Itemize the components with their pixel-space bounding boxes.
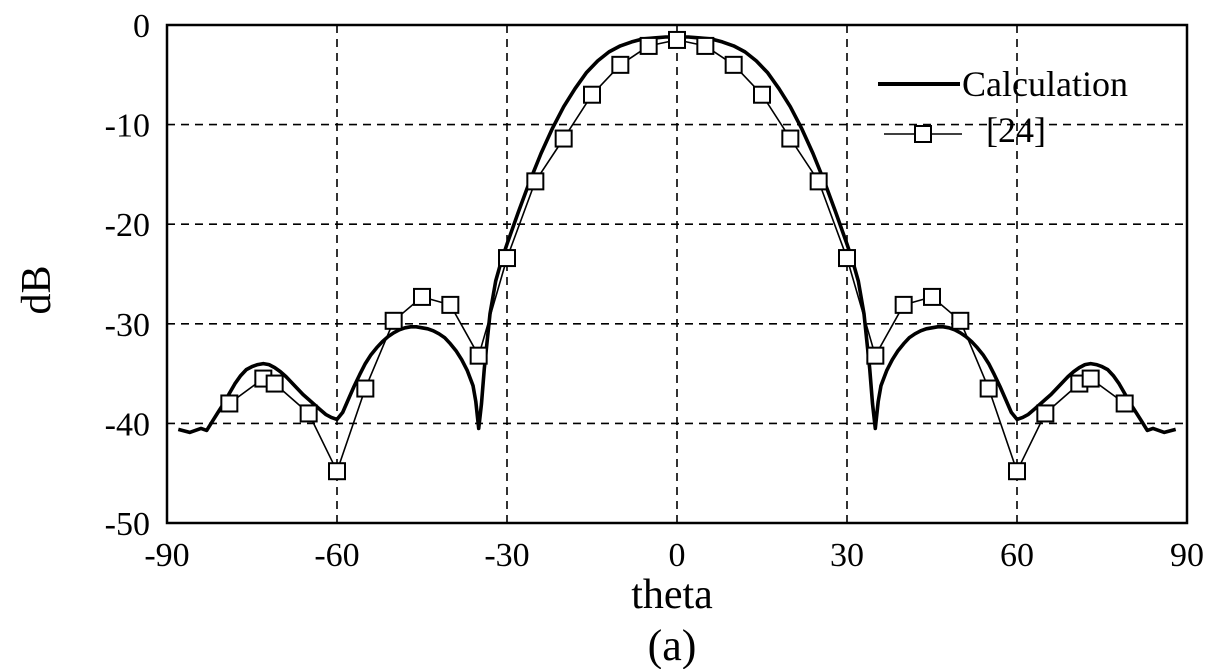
series-ref24-marker (441, 295, 460, 314)
legend-ref24-marker (914, 125, 932, 143)
series-ref24-marker (1081, 369, 1100, 388)
x-axis-label: theta (631, 572, 713, 618)
series-ref24-marker (554, 129, 573, 148)
series-ref24-marker (299, 404, 318, 423)
series-ref24-marker (894, 295, 913, 314)
y-tick-label: -40 (105, 406, 150, 443)
y-tick-label: -30 (105, 307, 150, 344)
series-ref24-marker (384, 311, 403, 330)
series-ref24-marker (526, 172, 545, 191)
series-ref24-marker (469, 346, 488, 365)
y-axis-label: dB (14, 265, 60, 314)
x-tick-label: 90 (1170, 537, 1204, 574)
x-tick-label: -90 (144, 537, 189, 574)
series-ref24-marker (753, 85, 771, 104)
y-tick-label: -10 (105, 108, 150, 145)
y-tick-label: 0 (133, 8, 150, 45)
series-ref24-marker (1115, 394, 1134, 413)
figure-caption: (a) (648, 621, 697, 669)
legend-ref24-label: [24] (986, 110, 1046, 150)
y-tick-label: -50 (105, 506, 150, 543)
x-tick-label: -60 (314, 537, 359, 574)
x-tick-label: 0 (669, 537, 686, 574)
x-tick-label: -30 (484, 537, 529, 574)
series-ref24-marker (809, 172, 828, 191)
series-ref24-marker (498, 249, 516, 268)
series-ref24-marker (979, 379, 998, 398)
series-ref24-marker (668, 30, 686, 49)
series-ref24-marker (413, 287, 431, 306)
series-ref24-marker (781, 129, 800, 148)
series-ref24-marker (639, 36, 658, 55)
x-tick-label: 60 (1000, 537, 1034, 574)
series-ref24-marker (951, 311, 970, 330)
series-ref24-marker (923, 287, 941, 306)
series-ref24-marker (866, 346, 885, 365)
series-layer (177, 30, 1177, 481)
series-ref24-marker (583, 85, 601, 104)
y-tick-label: -20 (105, 207, 150, 244)
series-ref24-marker (611, 55, 630, 74)
series-ref24-marker (1008, 462, 1026, 481)
legend-calculation-label: Calculation (962, 64, 1128, 104)
x-tick-label: 30 (830, 537, 864, 574)
grid-lines (167, 25, 1187, 523)
tick-labels: -90 -60 -30 0 30 60 90 0 -10 -20 -30 -40 -50 (105, 8, 1204, 574)
series-ref24-marker (328, 462, 346, 481)
series-ref24-marker (356, 379, 375, 398)
series-ref24-marker (1036, 404, 1055, 423)
series-ref24-marker (724, 55, 743, 74)
series-ref24-marker (220, 394, 239, 413)
legend: Calculation [24] (878, 64, 1128, 150)
series-ref24-marker (265, 374, 284, 393)
plot-frame (165, 23, 1189, 525)
series-ref24-marker (838, 249, 856, 268)
series-ref24-marker (696, 36, 715, 55)
